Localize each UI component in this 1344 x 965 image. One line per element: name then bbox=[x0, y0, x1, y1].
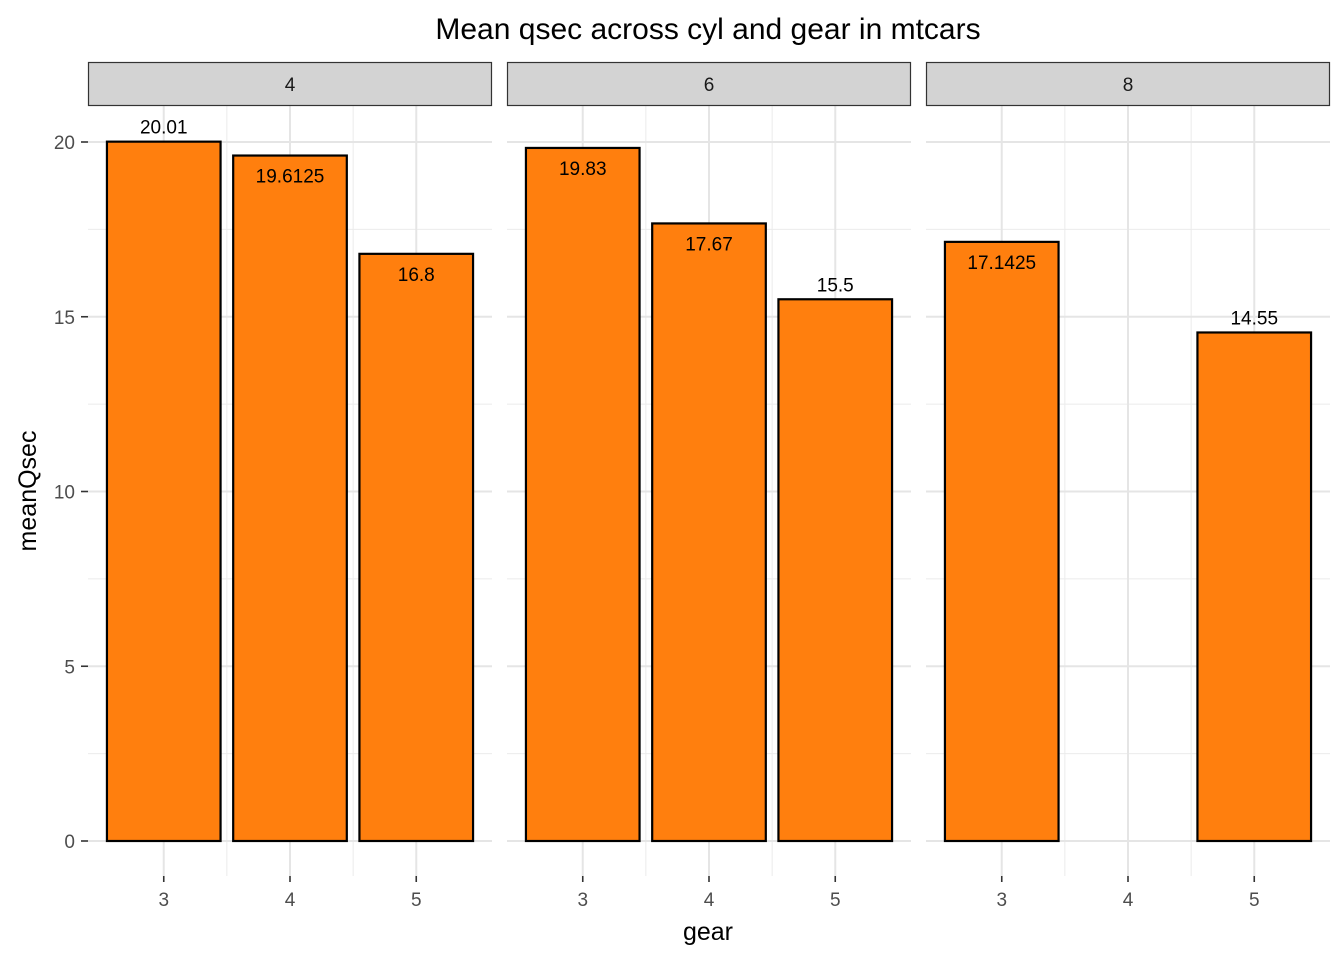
x-tick-label: 3 bbox=[996, 890, 1007, 911]
y-axis-title: meanQsec bbox=[14, 431, 42, 552]
data-label: 14.55 bbox=[1230, 308, 1278, 329]
data-label: 17.67 bbox=[685, 234, 733, 255]
facet-panel-8: 17.1425 14.55 3 4 5 8 bbox=[925, 61, 1331, 911]
facet-panel-6: 19.83 17.67 15.5 3 4 5 6 bbox=[506, 61, 912, 911]
bar-cyl8-gear3 bbox=[943, 240, 1060, 843]
data-label: 20.01 bbox=[140, 118, 188, 139]
y-tick-label: 10 bbox=[54, 483, 75, 504]
facet-strip bbox=[87, 61, 493, 107]
x-tick-label: 3 bbox=[577, 890, 588, 911]
bar-cyl6-gear5 bbox=[777, 298, 894, 843]
x-tick-label: 4 bbox=[704, 890, 715, 911]
x-tick-label: 4 bbox=[1123, 890, 1134, 911]
data-label: 17.1425 bbox=[967, 253, 1036, 274]
facet-strip bbox=[925, 61, 1331, 107]
x-tick-label: 4 bbox=[285, 890, 296, 911]
bar-cyl4-gear3 bbox=[105, 140, 222, 843]
facet-panel-4: 20.01 19.6125 16.8 3 4 5 4 bbox=[87, 61, 493, 911]
bar-cyl8-gear5 bbox=[1196, 331, 1313, 843]
x-tick-label: 5 bbox=[1249, 890, 1260, 911]
bar-cyl4-gear5 bbox=[358, 252, 475, 843]
bar-cyl6-gear4 bbox=[651, 222, 767, 843]
y-axis: 0 5 10 15 20 bbox=[54, 133, 88, 853]
data-label: 16.8 bbox=[398, 265, 435, 286]
x-tick-label: 5 bbox=[830, 890, 841, 911]
y-tick-label: 20 bbox=[54, 133, 75, 154]
facet-panels: 20.01 19.6125 16.8 3 4 5 4 19.83 17.67 15.5 3 4 5 6 17… bbox=[87, 61, 1331, 911]
bar-cyl4-gear4 bbox=[232, 154, 348, 843]
data-label: 19.6125 bbox=[256, 167, 325, 188]
x-axis-title: gear bbox=[683, 918, 733, 946]
y-tick-label: 15 bbox=[54, 308, 75, 329]
x-tick-label: 3 bbox=[158, 890, 169, 911]
facet-strip-label: 8 bbox=[1123, 75, 1134, 96]
data-label: 15.5 bbox=[817, 275, 854, 296]
x-tick-label: 5 bbox=[411, 890, 422, 911]
facet-strip-label: 6 bbox=[704, 75, 715, 96]
chart-title: Mean qsec across cyl and gear in mtcars bbox=[435, 13, 980, 46]
bar-cyl6-gear3 bbox=[524, 146, 641, 843]
data-label: 19.83 bbox=[559, 159, 607, 180]
facet-strip-label: 4 bbox=[285, 75, 296, 96]
facet-strip bbox=[506, 61, 912, 107]
y-tick-label: 5 bbox=[64, 657, 75, 678]
y-tick-label: 0 bbox=[64, 832, 75, 853]
